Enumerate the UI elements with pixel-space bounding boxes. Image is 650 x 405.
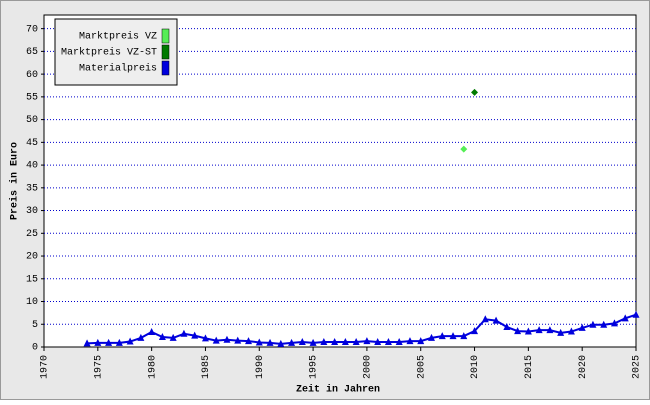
y-tick-label: 10 (26, 297, 38, 308)
x-tick-label: 1985 (201, 355, 212, 379)
y-tick-label: 15 (26, 274, 38, 285)
data-point (83, 339, 91, 347)
y-tick-label: 5 (32, 320, 38, 331)
data-point (288, 338, 296, 346)
data-point (471, 327, 479, 335)
data-point (94, 338, 102, 346)
data-point (524, 327, 532, 335)
data-point (255, 338, 263, 346)
y-tick-label: 35 (26, 183, 38, 194)
data-point (589, 320, 597, 328)
y-tick-label: 30 (26, 206, 38, 217)
data-point (191, 331, 199, 339)
x-tick-label: 2015 (524, 355, 535, 379)
data-point (417, 337, 425, 345)
data-point (610, 319, 618, 327)
data-point (158, 332, 166, 340)
x-tick-label: 1995 (309, 355, 320, 379)
x-tick-label: 2025 (632, 355, 643, 379)
legend-label: Marktpreis VZ (79, 31, 157, 43)
y-tick-label: 20 (26, 252, 38, 263)
data-point (201, 334, 209, 342)
data-point (546, 326, 554, 334)
x-tick-label: 1980 (147, 355, 158, 379)
y-tick-label: 0 (32, 343, 38, 354)
data-point (535, 326, 543, 334)
data-point (427, 333, 435, 341)
y-tick-label: 25 (26, 229, 38, 240)
data-point (245, 337, 253, 345)
series-line (87, 313, 637, 345)
data-point (223, 335, 231, 343)
y-tick-label: 70 (26, 24, 38, 35)
y-axis-label: Preis in Euro (9, 142, 21, 220)
legend-label: Marktpreis VZ-ST (61, 47, 157, 59)
data-point (105, 338, 113, 346)
data-point (277, 339, 285, 347)
y-tick-label: 55 (26, 93, 38, 104)
data-point (449, 332, 457, 340)
data-point (352, 337, 360, 345)
data-point (503, 322, 511, 330)
x-tick-label: 2000 (363, 355, 374, 379)
y-tick-label: 40 (26, 161, 38, 172)
y-tick-label: 60 (26, 70, 38, 81)
data-point (309, 338, 317, 346)
data-point (169, 333, 177, 341)
data-point (331, 337, 339, 345)
data-point (115, 338, 123, 346)
data-point (234, 336, 242, 344)
data-point (621, 314, 629, 322)
data-point (126, 337, 134, 345)
legend-swatch (161, 44, 170, 60)
x-tick-label: 2010 (470, 355, 481, 379)
legend-label: Materialpreis (79, 63, 157, 75)
legend-swatch (161, 60, 170, 76)
data-point (600, 320, 608, 328)
data-point (395, 337, 403, 345)
legend-box (54, 18, 178, 86)
data-point (438, 332, 446, 340)
y-tick-label: 65 (26, 47, 38, 58)
legend-swatch (161, 28, 170, 44)
data-point (557, 328, 565, 336)
data-point (578, 323, 586, 331)
y-tick-label: 50 (26, 115, 38, 126)
data-point (266, 338, 274, 346)
data-point (471, 88, 479, 96)
data-point (363, 337, 371, 345)
data-point (374, 337, 382, 345)
x-tick-label: 1975 (93, 355, 104, 379)
x-tick-label: 1990 (255, 355, 266, 379)
data-point (341, 337, 349, 345)
data-point (460, 332, 468, 340)
data-point (298, 337, 306, 345)
data-point (137, 333, 145, 341)
x-tick-label: 1970 (40, 355, 51, 379)
data-point (180, 329, 188, 337)
data-point (148, 327, 156, 335)
x-axis-label: Zeit in Jahren (296, 384, 380, 396)
x-tick-label: 2020 (578, 355, 589, 379)
y-tick-label: 45 (26, 138, 38, 149)
data-point (492, 316, 500, 324)
data-point (320, 337, 328, 345)
data-point (384, 337, 392, 345)
data-point (481, 315, 489, 323)
x-tick-label: 2005 (416, 355, 427, 379)
data-point (632, 310, 640, 318)
data-point (212, 336, 220, 344)
data-point (406, 337, 414, 345)
data-point (460, 145, 468, 153)
data-point (567, 327, 575, 335)
data-point (514, 327, 522, 335)
